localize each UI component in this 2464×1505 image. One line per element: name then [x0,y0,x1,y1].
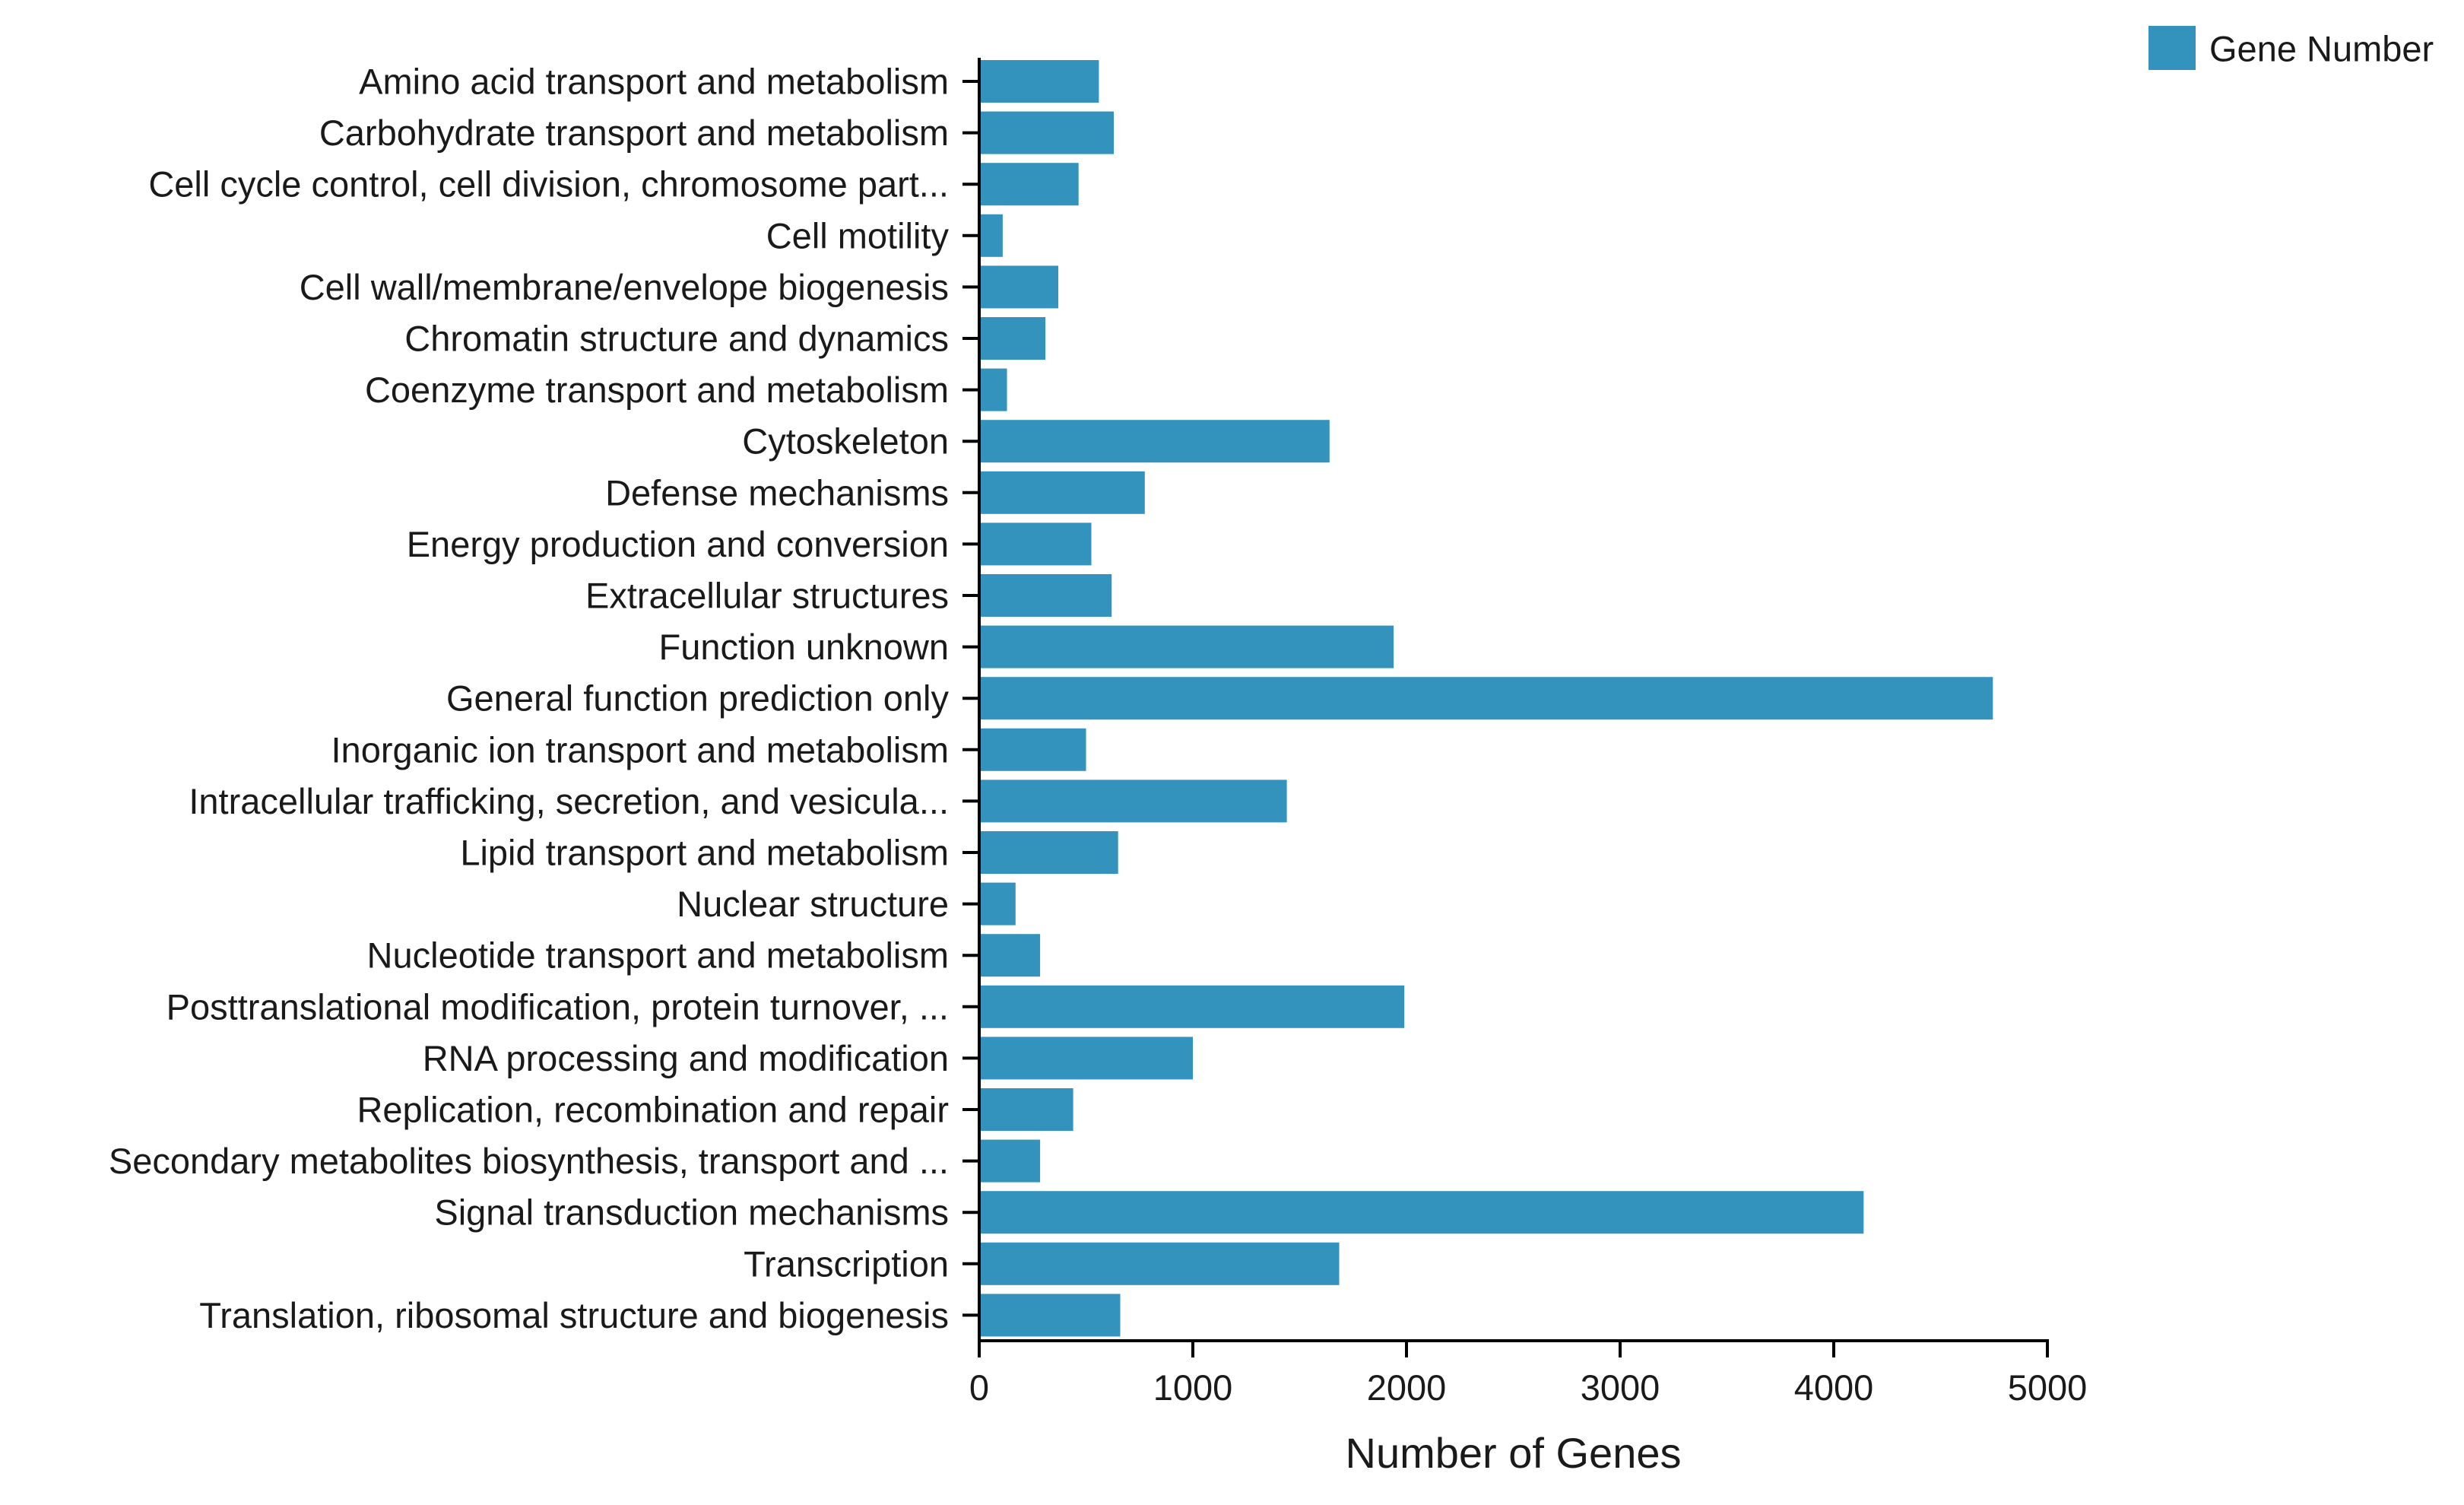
x-axis-title: Number of Genes [1346,1429,1682,1477]
x-tick-label: 5000 [2008,1367,2088,1408]
category-label: Chromatin structure and dynamics [404,319,949,359]
category-label: Defense mechanisms [605,472,949,513]
bar [979,522,1092,566]
bar [979,1139,1041,1183]
bar [979,1191,1864,1234]
category-label: Signal transduction mechanisms [434,1192,949,1233]
category-label: Inorganic ion transport and metabolism [331,729,950,770]
bar [979,985,1405,1028]
bar [979,317,1046,360]
bar [979,831,1118,874]
category-label: Nuclear structure [677,884,949,924]
category-label: Function unknown [659,627,949,667]
bar [979,60,1099,103]
category-label: Lipid transport and metabolism [460,833,949,873]
category-label: Carbohydrate transport and metabolism [319,113,949,153]
x-tick-label: 3000 [1581,1367,1660,1408]
bar [979,1088,1073,1131]
category-label: Intracellular trafficking, secretion, an… [189,781,949,821]
bar [979,625,1394,668]
legend-swatch [2148,26,2196,70]
x-tick-label: 0 [969,1367,989,1408]
bar [979,420,1330,463]
category-label: Cytoskeleton [742,421,949,462]
category-label: General function prediction only [446,678,950,719]
x-tick-label: 1000 [1153,1367,1233,1408]
category-label: Cell wall/membrane/envelope biogenesis [300,267,949,307]
x-tick-label: 4000 [1794,1367,1874,1408]
bar [979,1242,1340,1285]
bar [979,214,1003,257]
bar [979,368,1007,411]
category-label: Cell cycle control, cell division, chrom… [148,164,949,205]
category-label: RNA processing and modification [423,1038,949,1078]
legend-label: Gene Number [2209,29,2434,69]
bars-group [979,60,1993,1337]
category-label: Coenzyme transport and metabolism [365,370,949,410]
category-label: Nucleotide transport and metabolism [367,935,949,976]
legend: Gene Number [2148,26,2434,70]
x-axis: 0 1000 2000 3000 4000 5000 [969,1339,2088,1408]
bar [979,163,1079,206]
bar [979,882,1016,926]
bar [979,471,1145,514]
bar [979,677,1993,720]
category-label: Extracellular structures [585,576,949,616]
bar [979,934,1041,977]
category-label: Replication, recombination and repair [357,1090,949,1130]
bar [979,574,1112,617]
category-label: Secondary metabolites biosynthesis, tran… [109,1141,949,1181]
category-label: Amino acid transport and metabolism [359,62,949,102]
category-label: Posttranslational modification, protein … [166,986,949,1027]
bar [979,111,1114,154]
bar [979,728,1086,771]
bar [979,779,1287,823]
x-tick-label: 2000 [1367,1367,1447,1408]
bar [979,1294,1121,1337]
category-label: Translation, ribosomal structure and bio… [199,1295,949,1335]
category-label: Energy production and conversion [407,524,949,564]
category-label: Transcription [744,1243,949,1284]
bar [979,265,1058,309]
y-axis: Amino acid transport and metabolism Carbo… [109,58,981,1341]
bar [979,1037,1193,1080]
category-label: Cell motility [766,215,950,256]
